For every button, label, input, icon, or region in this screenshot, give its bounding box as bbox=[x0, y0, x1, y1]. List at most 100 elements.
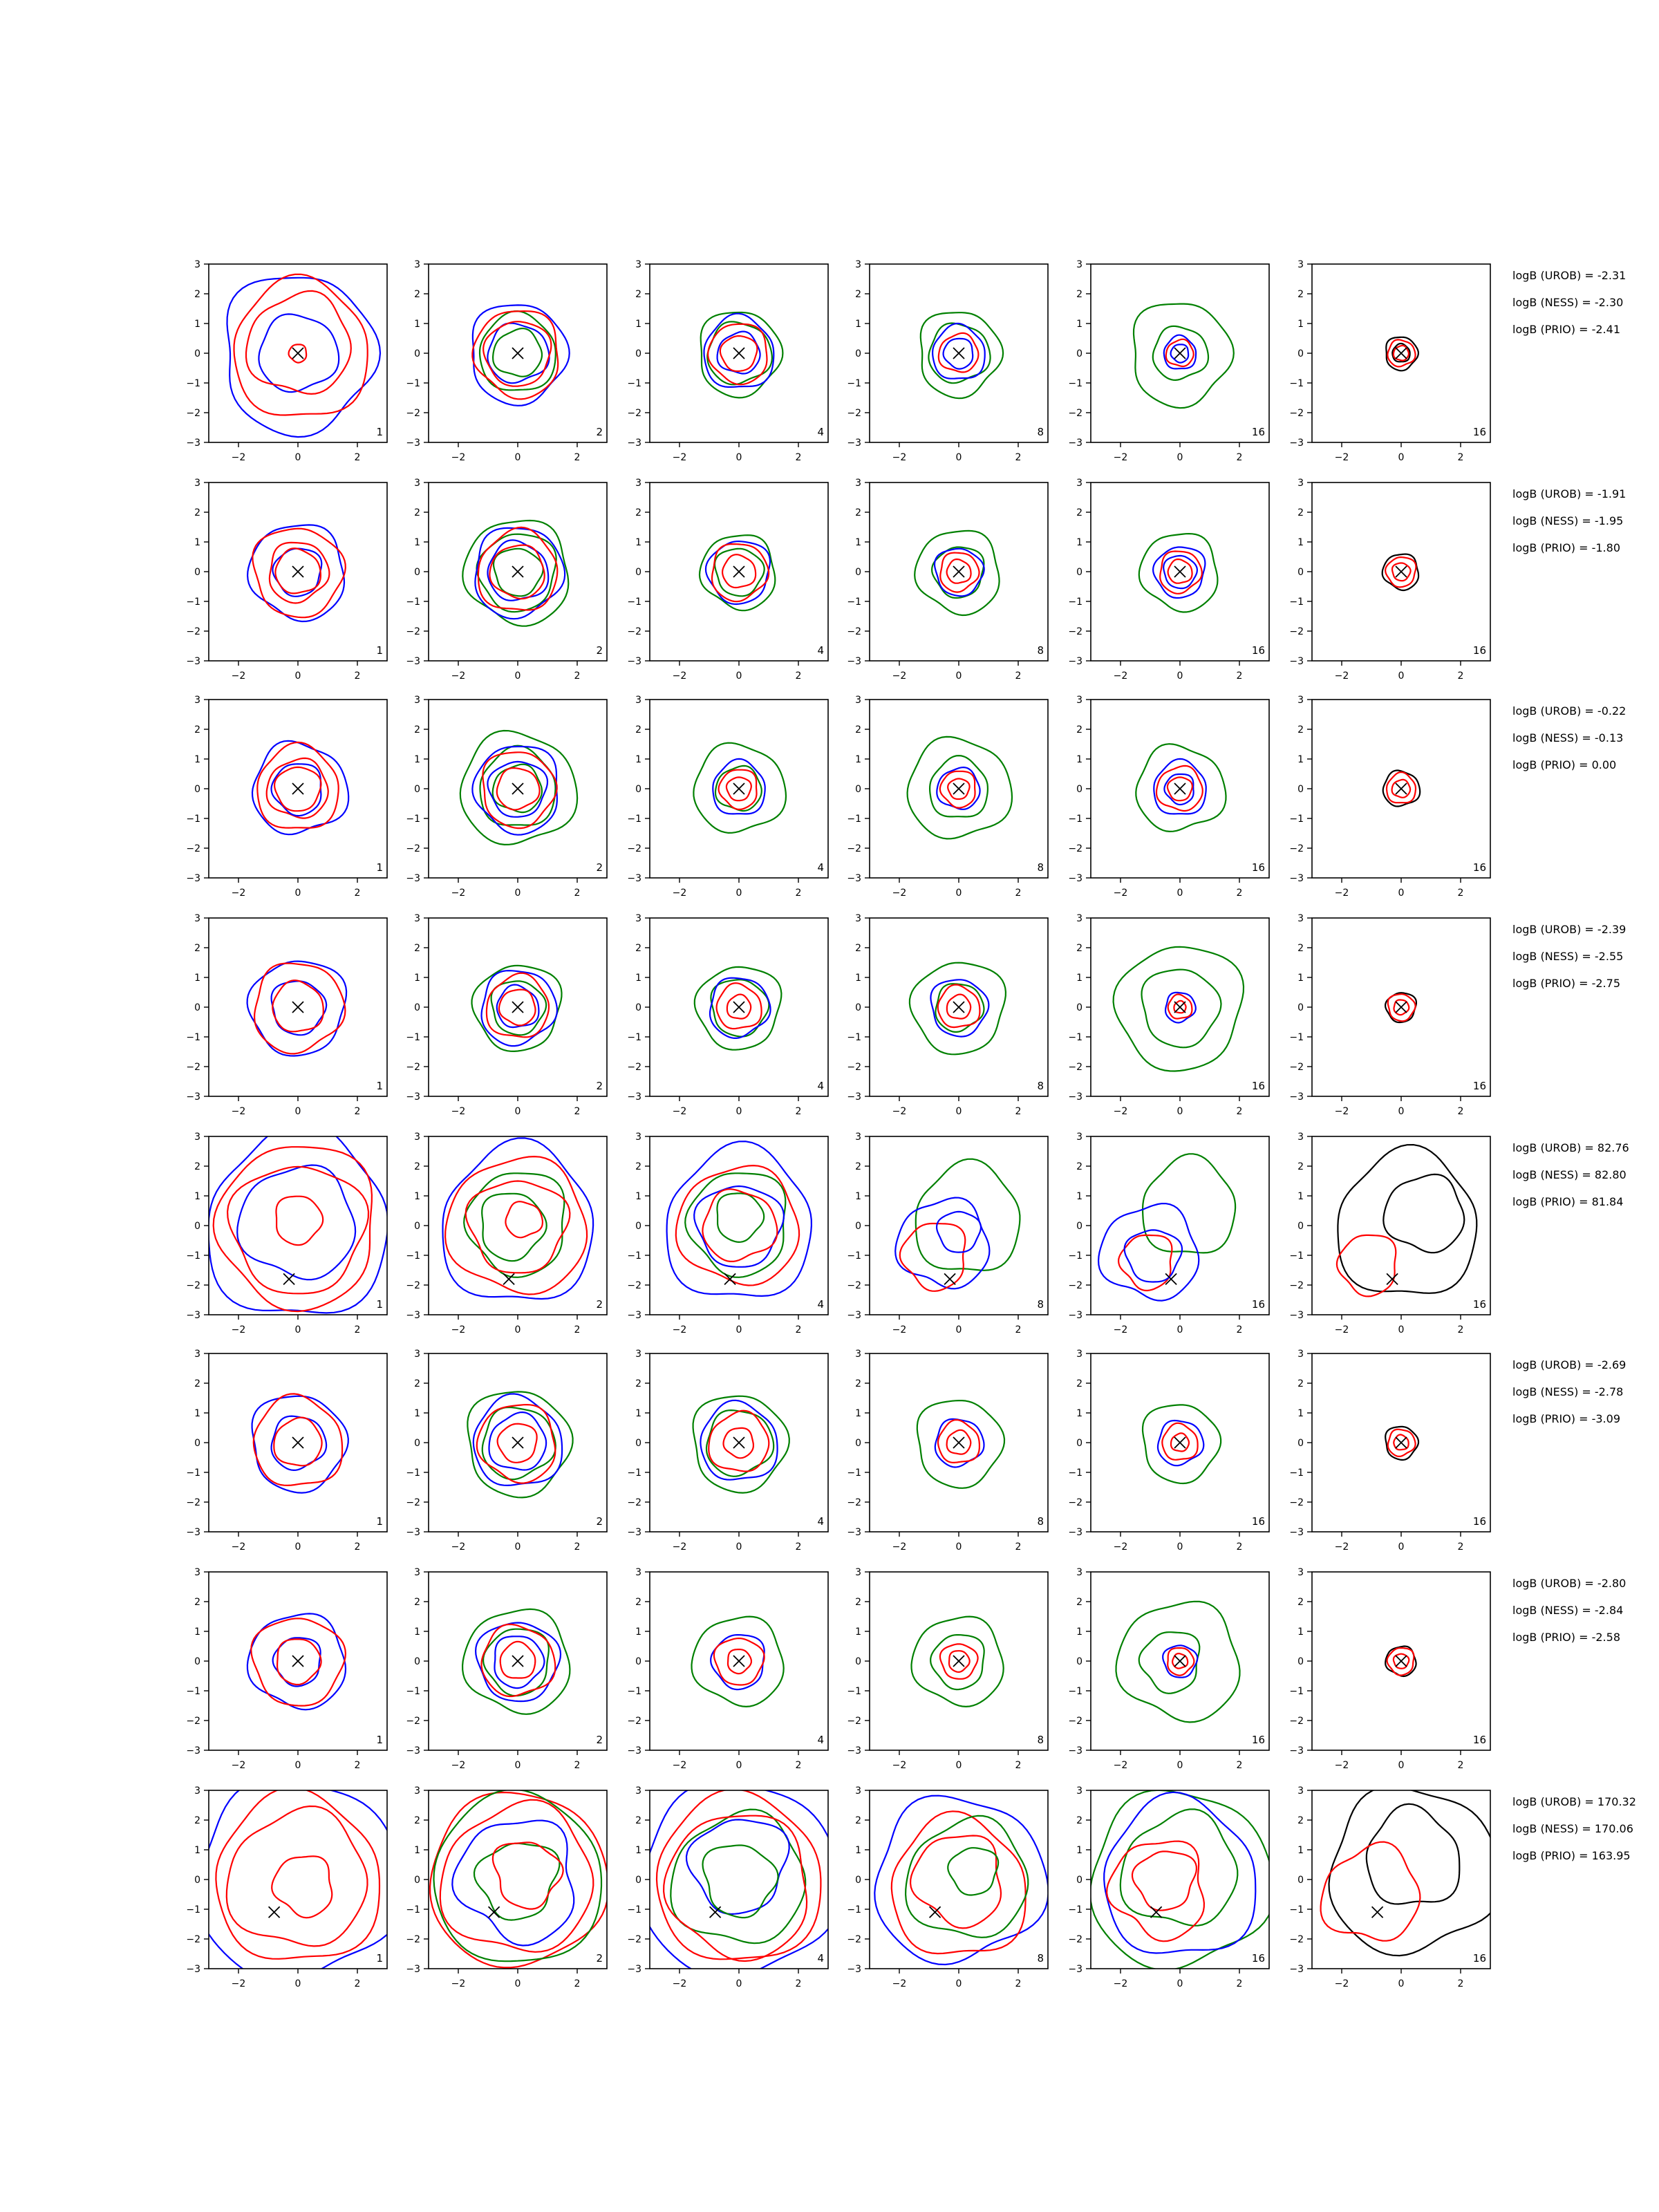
panel-r8-c6: 3 2 1 0 −1 −2 −3 −2 0 2 16 bbox=[1289, 1785, 1491, 1989]
x-tick-label: −2 bbox=[892, 1760, 907, 1771]
contour-red bbox=[937, 984, 981, 1029]
contour-green bbox=[691, 1615, 785, 1708]
x-tick-label: −2 bbox=[1114, 1324, 1128, 1335]
panel-corner-label: 16 bbox=[1252, 1080, 1265, 1092]
y-tick-label: 3 bbox=[1076, 1349, 1082, 1360]
x-tick-label: 0 bbox=[956, 1324, 962, 1335]
panel-corner-label: 4 bbox=[817, 861, 824, 874]
true-value-marker bbox=[292, 347, 304, 359]
y-tick-label: −3 bbox=[1068, 438, 1082, 449]
contour-green bbox=[906, 735, 1013, 840]
y-tick-label: 1 bbox=[194, 1408, 200, 1419]
y-tick-label: −2 bbox=[1068, 843, 1082, 854]
y-tick-label: 0 bbox=[1297, 1875, 1304, 1886]
contour-red bbox=[727, 1649, 752, 1675]
contour-blue bbox=[471, 745, 559, 836]
y-tick-label: −2 bbox=[1289, 843, 1304, 854]
y-tick-label: −3 bbox=[627, 873, 641, 884]
contour-red bbox=[662, 1815, 808, 1962]
x-tick-label: −2 bbox=[232, 1324, 246, 1335]
true-value-marker bbox=[1174, 1436, 1186, 1449]
y-tick-label: −2 bbox=[627, 626, 641, 637]
contour-black bbox=[1385, 1425, 1420, 1461]
contour-green bbox=[705, 1409, 775, 1477]
y-tick-label: −1 bbox=[406, 1686, 420, 1697]
x-tick-label: 2 bbox=[796, 1106, 802, 1117]
y-tick-label: 1 bbox=[1076, 754, 1082, 765]
y-tick-label: −1 bbox=[1068, 597, 1082, 608]
y-tick-label: −1 bbox=[1068, 1468, 1082, 1479]
x-tick-label: −2 bbox=[451, 1106, 466, 1117]
y-tick-label: 1 bbox=[1076, 1627, 1082, 1638]
contour-group bbox=[650, 1790, 828, 1969]
contour-red bbox=[719, 335, 758, 373]
contour-group bbox=[1091, 1790, 1269, 1969]
contour-red bbox=[489, 544, 545, 600]
y-tick-label: 3 bbox=[1297, 259, 1304, 270]
x-tick-label: −2 bbox=[232, 671, 246, 682]
y-tick-label: 1 bbox=[414, 973, 420, 984]
contour-red bbox=[1391, 562, 1412, 582]
contour-red bbox=[1165, 338, 1194, 368]
y-tick-label: 0 bbox=[1076, 567, 1082, 578]
contour-blue bbox=[487, 322, 550, 384]
y-tick-label: −3 bbox=[1068, 1091, 1082, 1103]
contour-black bbox=[1381, 553, 1420, 592]
x-tick-label: 2 bbox=[355, 671, 361, 682]
y-tick-label: −2 bbox=[1289, 1062, 1304, 1073]
y-tick-label: −3 bbox=[627, 1310, 641, 1321]
contour-blue bbox=[936, 1210, 982, 1253]
x-tick-label: 2 bbox=[1015, 452, 1022, 463]
contour-green bbox=[491, 327, 543, 377]
x-tick-label: 0 bbox=[295, 1541, 301, 1553]
y-tick-label: 1 bbox=[1297, 1845, 1304, 1856]
contour-red bbox=[1392, 1653, 1410, 1669]
contour-red bbox=[946, 1429, 972, 1455]
x-tick-label: −2 bbox=[232, 1106, 246, 1117]
y-tick-label: −1 bbox=[627, 1250, 641, 1262]
y-tick-label: 3 bbox=[1076, 1567, 1082, 1578]
y-tick-label: −1 bbox=[627, 1686, 641, 1697]
y-tick-label: 1 bbox=[414, 1408, 420, 1419]
y-tick-label: 0 bbox=[855, 1221, 861, 1232]
panel-r5-c4: 3 2 1 0 −1 −2 −3 −2 0 2 8 bbox=[847, 1132, 1049, 1335]
panel-r2-c2: 3 2 1 0 −1 −2 −3 −2 0 2 2 bbox=[406, 478, 608, 682]
y-tick-label: −1 bbox=[1068, 1250, 1082, 1262]
y-tick-label: 0 bbox=[635, 1221, 641, 1232]
y-tick-label: 0 bbox=[194, 1656, 200, 1667]
y-tick-label: −3 bbox=[406, 656, 420, 667]
contour-green bbox=[492, 547, 544, 597]
logb-stat-1: logB (UROB) = 82.76 bbox=[1512, 1141, 1629, 1154]
contour-green bbox=[904, 1815, 1029, 1938]
y-tick-label: 0 bbox=[855, 1438, 861, 1449]
y-tick-label: −2 bbox=[847, 1934, 861, 1945]
y-tick-label: 2 bbox=[635, 1161, 641, 1172]
contour-red bbox=[465, 1180, 571, 1274]
contour-blue bbox=[487, 539, 550, 601]
x-tick-label: 0 bbox=[956, 452, 962, 463]
panel-r8-c1: 3 2 1 0 −1 −2 −3 −2 0 2 1 bbox=[186, 1785, 388, 1989]
y-tick-label: 2 bbox=[855, 943, 861, 954]
contour-blue bbox=[1170, 344, 1190, 364]
x-tick-label: −2 bbox=[1114, 1760, 1128, 1771]
true-value-marker bbox=[1395, 1001, 1407, 1013]
contour-red bbox=[429, 1791, 607, 1969]
contour-group bbox=[1381, 553, 1420, 592]
y-tick-label: 0 bbox=[1297, 784, 1304, 795]
y-tick-label: 1 bbox=[855, 1408, 861, 1419]
x-tick-label: −2 bbox=[232, 888, 246, 899]
contour-red bbox=[212, 1146, 373, 1313]
panel-r6-c2: 3 2 1 0 −1 −2 −3 −2 0 2 2 bbox=[406, 1349, 608, 1553]
contour-group bbox=[910, 1615, 1004, 1708]
y-tick-label: −1 bbox=[847, 814, 861, 825]
x-tick-label: 0 bbox=[515, 452, 521, 463]
contour-green bbox=[481, 1192, 547, 1262]
y-tick-label: 0 bbox=[414, 784, 420, 795]
y-tick-label: −3 bbox=[1289, 873, 1304, 884]
contour-red bbox=[1393, 1434, 1409, 1451]
contour-group bbox=[919, 312, 1004, 400]
y-tick-label: −1 bbox=[186, 1904, 200, 1915]
panel-r2-c1: 3 2 1 0 −1 −2 −3 −2 0 2 1 bbox=[186, 478, 388, 682]
x-tick-label: 0 bbox=[736, 452, 742, 463]
